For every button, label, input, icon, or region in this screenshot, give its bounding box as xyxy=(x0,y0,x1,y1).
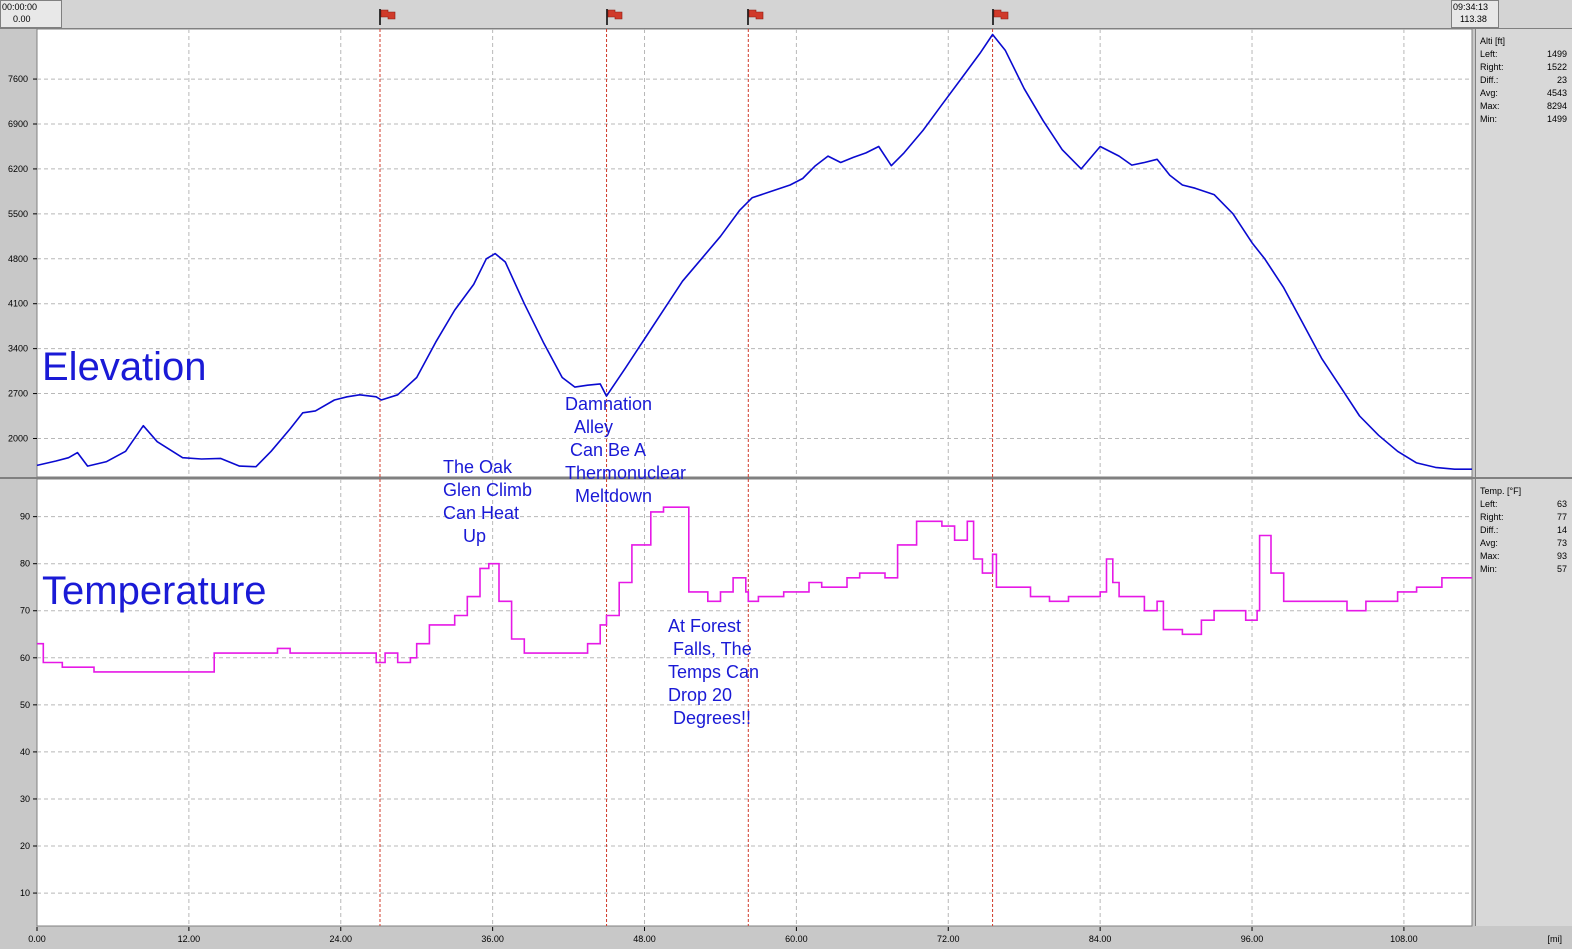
altitude-stat-row: Avg: 4543 xyxy=(1476,87,1572,100)
temperature-y-axis-bg xyxy=(0,479,37,926)
altitude-stat-key: Min: xyxy=(1480,114,1498,124)
altitude-stat-key: Right: xyxy=(1480,62,1504,72)
annotation-oak-glen: The Oak Glen Climb Can Heat Up xyxy=(443,457,533,546)
temperature-plot-area xyxy=(36,478,1473,927)
x-tick-label: 96.00 xyxy=(1241,934,1264,944)
altitude-stat-value: 8294 xyxy=(1546,101,1567,111)
temperature-y-tick-label: 70 xyxy=(20,606,30,616)
x-tick-label: 24.00 xyxy=(329,934,352,944)
altitude-stats-panel: Alti [ft] Left: 1499 Right: 1522 Diff.: 23 Avg… xyxy=(1475,29,1572,477)
altitude-stats-title: Alti [ft] xyxy=(1480,36,1506,46)
elevation-y-tick-label: 4800 xyxy=(8,254,28,264)
temperature-stat-key: Right: xyxy=(1480,512,1504,522)
range-end-readout[interactable]: 09:34:13 113.38 xyxy=(1451,0,1499,28)
temperature-y-tick-label: 30 xyxy=(20,794,30,804)
temperature-stat-value: 77 xyxy=(1556,512,1567,522)
temperature-y-tick-label: 50 xyxy=(20,700,30,710)
temperature-series-line xyxy=(37,506,1472,673)
elevation-y-tick-label: 3400 xyxy=(8,344,28,354)
altitude-stat-value: 1499 xyxy=(1546,114,1567,124)
end-distance: 113.38 xyxy=(1460,14,1487,24)
x-tick-label: 36.00 xyxy=(481,934,504,944)
elevation-y-axis-bg xyxy=(0,29,37,477)
temperature-label: Temperature xyxy=(42,569,267,613)
end-time: 09:34:13 xyxy=(1453,2,1489,12)
temperature-stats-panel: Temp. [°F] Left: 63 Right: 77 Diff.: 14 Avg: 73… xyxy=(1475,479,1572,926)
elevation-plot-area xyxy=(36,28,1473,478)
elevation-y-tick-label: 2700 xyxy=(8,389,28,399)
altitude-stat-value: 1499 xyxy=(1546,49,1567,59)
elevation-y-tick-label: 7600 xyxy=(8,74,28,84)
temperature-y-tick-label: 20 xyxy=(20,841,30,851)
temperature-stat-value: 57 xyxy=(1556,564,1567,574)
altitude-stat-row: Max: 8294 xyxy=(1476,100,1572,113)
x-axis-bg xyxy=(0,927,1572,949)
temperature-stat-value: 93 xyxy=(1556,551,1567,561)
temperature-stat-row: Min: 57 xyxy=(1476,563,1572,576)
altitude-stat-key: Avg: xyxy=(1480,88,1498,98)
altitude-stat-value: 4543 xyxy=(1546,88,1567,98)
temperature-stat-row: Left: 63 xyxy=(1476,498,1572,511)
temperature-stat-key: Left: xyxy=(1480,499,1498,509)
range-start-readout[interactable]: 00:00:00 0.00 xyxy=(0,0,62,28)
temperature-y-tick-label: 10 xyxy=(20,888,30,898)
temperature-stats-title: Temp. [°F] xyxy=(1480,486,1522,496)
altitude-stat-value: 1522 xyxy=(1546,62,1567,72)
temperature-stat-row: Diff.: 14 xyxy=(1476,524,1572,537)
temperature-y-tick-label: 60 xyxy=(20,653,30,663)
temperature-stat-row: Right: 77 xyxy=(1476,511,1572,524)
altitude-stat-row: Left: 1499 xyxy=(1476,48,1572,61)
x-unit-label: [mi] xyxy=(1548,934,1563,944)
annotation-damnation-alley: Damnation Alley Can Be A Thermonuclear M… xyxy=(565,394,687,506)
elevation-y-tick-label: 6200 xyxy=(8,164,28,174)
temperature-stat-row: Max: 93 xyxy=(1476,550,1572,563)
x-tick-label: 84.00 xyxy=(1089,934,1112,944)
temperature-y-tick-label: 90 xyxy=(20,512,30,522)
temperature-stat-row: Avg: 73 xyxy=(1476,537,1572,550)
temperature-stat-value: 14 xyxy=(1556,525,1567,535)
annotation-forest-falls: At Forest Falls, The Temps Can Drop 20 D… xyxy=(668,616,760,728)
elevation-label: Elevation xyxy=(42,345,207,389)
altitude-stat-row: Min: 1499 xyxy=(1476,113,1572,126)
altitude-stat-row: Diff.: 23 xyxy=(1476,74,1572,87)
x-tick-label: 48.00 xyxy=(633,934,656,944)
temperature-stat-value: 63 xyxy=(1556,499,1567,509)
elevation-y-tick-label: 2000 xyxy=(8,433,28,443)
altitude-stat-row: Right: 1522 xyxy=(1476,61,1572,74)
elevation-series-line xyxy=(36,33,1472,471)
temperature-y-tick-label: 40 xyxy=(20,747,30,757)
temperature-stat-key: Max: xyxy=(1480,551,1500,561)
elevation-y-tick-label: 4100 xyxy=(8,299,28,309)
temperature-stat-key: Avg: xyxy=(1480,538,1498,548)
elevation-y-tick-label: 6900 xyxy=(8,119,28,129)
range-toolbar: 00:00:00 0.00 09:34:13 113.38 xyxy=(0,0,1572,29)
start-distance: 0.00 xyxy=(13,14,31,24)
elevation-y-tick-label: 5500 xyxy=(8,209,28,219)
x-tick-label: 108.00 xyxy=(1390,934,1418,944)
altitude-stat-key: Left: xyxy=(1480,49,1498,59)
altitude-stat-value: 23 xyxy=(1556,75,1567,85)
altitude-stat-key: Max: xyxy=(1480,101,1500,111)
x-tick-label: 60.00 xyxy=(785,934,808,944)
x-tick-label: 12.00 xyxy=(178,934,201,944)
temperature-y-tick-label: 80 xyxy=(20,559,30,569)
temperature-stat-value: 73 xyxy=(1556,538,1567,548)
start-time: 00:00:00 xyxy=(2,2,38,12)
temperature-stat-key: Diff.: xyxy=(1480,525,1499,535)
x-tick-label: 0.00 xyxy=(28,934,46,944)
x-tick-label: 72.00 xyxy=(937,934,960,944)
altitude-stat-key: Diff.: xyxy=(1480,75,1499,85)
temperature-stat-key: Min: xyxy=(1480,564,1498,574)
